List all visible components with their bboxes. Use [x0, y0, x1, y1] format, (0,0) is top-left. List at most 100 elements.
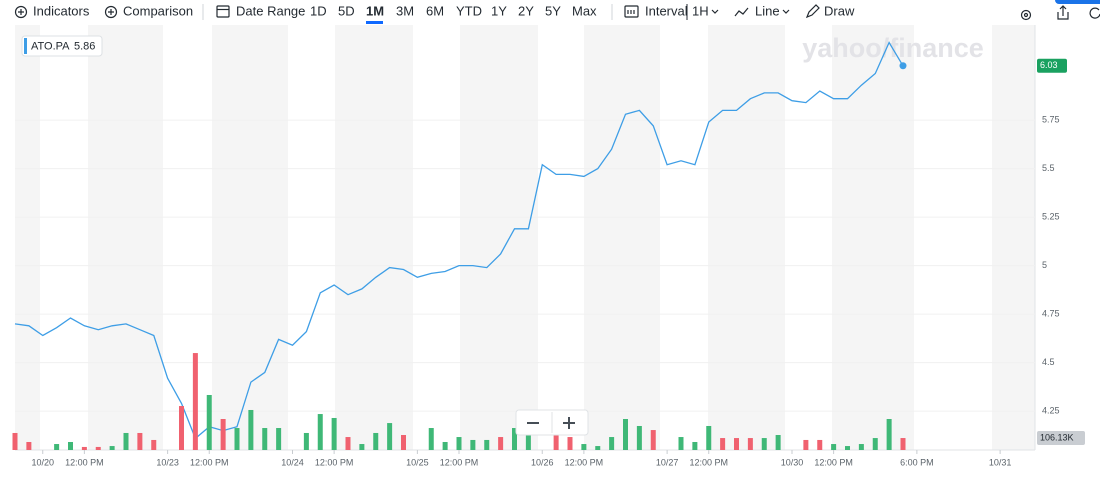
volume-bar	[900, 438, 906, 450]
range-button[interactable]: 3M	[396, 3, 414, 18]
indicators-button[interactable]: Indicators	[33, 3, 90, 18]
refresh-icon[interactable]	[1089, 7, 1100, 19]
range-button[interactable]: 2Y	[518, 3, 534, 18]
volume-bar	[95, 446, 101, 450]
volume-bar	[484, 439, 490, 450]
volume-bar	[68, 441, 73, 450]
range-button[interactable]: 6M	[426, 3, 444, 18]
volume-bar	[151, 439, 157, 450]
volume-bar	[248, 409, 254, 450]
settings-icon-core	[1023, 12, 1029, 18]
settings-icon[interactable]	[1020, 9, 1032, 21]
volume-bar	[803, 439, 809, 450]
range-button[interactable]: 1Y	[491, 3, 507, 18]
draw-icon[interactable]	[805, 4, 820, 19]
volume-bar	[650, 430, 656, 450]
volume-bar	[317, 414, 323, 450]
range-button[interactable]: 1D	[310, 3, 327, 18]
line-button[interactable]: Line	[755, 3, 780, 18]
y-tick-label: 5.75	[1042, 114, 1060, 124]
value-label: 6.03	[1040, 60, 1058, 70]
volume-bar	[845, 446, 850, 450]
line-icon[interactable]	[734, 7, 749, 17]
volume-bar	[442, 441, 448, 450]
x-tick-label: 10/30	[781, 457, 804, 467]
volume-bar	[817, 439, 823, 450]
calendar-icon[interactable]	[216, 5, 230, 18]
volume-bar	[734, 438, 739, 450]
volume-bar	[387, 423, 393, 450]
value-label: 106.13K	[1040, 432, 1074, 442]
volume-bar	[12, 432, 18, 450]
volume-bar	[359, 444, 365, 450]
volume-bar	[553, 435, 559, 450]
volume-bar	[262, 428, 268, 450]
top-button[interactable]	[1055, 0, 1100, 4]
volume-bar	[401, 435, 406, 450]
x-tick-label: 10/31	[989, 457, 1012, 467]
range-button[interactable]: 5D	[338, 3, 355, 18]
interval-icon[interactable]	[624, 5, 639, 18]
volume-bar	[761, 438, 767, 450]
active-range-underline	[366, 21, 383, 24]
range-button[interactable]: YTD	[456, 3, 482, 18]
legend: ATO.PA 5.86	[21, 35, 103, 57]
volume-bar	[498, 437, 504, 450]
legend-swatch	[24, 38, 27, 54]
x-tick-label: 10/27	[656, 457, 679, 467]
volume-bar	[137, 432, 143, 450]
x-tick-label: 6:00 PM	[900, 457, 934, 467]
volume-bar	[192, 353, 198, 450]
volume-bar	[26, 441, 32, 450]
volume-bar	[276, 428, 282, 450]
off-hours-band	[335, 25, 413, 450]
zoom-control	[515, 409, 589, 436]
y-tick-label: 5.5	[1042, 163, 1055, 173]
range-button[interactable]: 1M	[366, 3, 384, 18]
volume-bar	[886, 419, 892, 450]
volume-bar	[609, 437, 615, 450]
last-point	[899, 62, 907, 70]
volume-bar	[109, 446, 115, 450]
volume-bar	[331, 417, 337, 450]
volume-bar	[81, 446, 87, 450]
volume-bar	[234, 428, 240, 450]
range-button[interactable]: 5Y	[545, 3, 561, 18]
range-button[interactable]: Max	[572, 3, 597, 18]
x-tick-label: 10/25	[406, 457, 429, 467]
date-range-button[interactable]: Date Range	[236, 3, 305, 18]
x-tick-label: 12:00 PM	[689, 457, 728, 467]
legend-box	[21, 35, 103, 57]
interval-value[interactable]: 1H	[692, 3, 709, 18]
off-hours-band	[88, 25, 163, 450]
zoom-in-button[interactable]	[563, 417, 575, 429]
comparison-button[interactable]: Comparison	[123, 3, 193, 18]
draw-button[interactable]: Draw	[824, 3, 855, 18]
interval-button[interactable]: Interval	[645, 3, 688, 18]
legend-value: 5.86	[74, 40, 95, 52]
x-tick-label: 12:00 PM	[440, 457, 479, 467]
volume-bar	[678, 437, 684, 450]
indicators-icon[interactable]	[14, 5, 28, 19]
volume-bar	[303, 432, 309, 450]
plot-background	[15, 25, 1036, 451]
volume-bar	[373, 432, 379, 450]
x-tick-label: 12:00 PM	[814, 457, 853, 467]
share-icon[interactable]	[1057, 5, 1069, 20]
x-tick-label: 10/23	[156, 457, 179, 467]
off-hours-band	[992, 25, 1035, 450]
comparison-icon[interactable]	[104, 5, 118, 19]
volume-bar	[623, 419, 628, 450]
volume-bar	[581, 444, 587, 450]
y-tick-label: 4.25	[1042, 406, 1060, 416]
volume-bar	[512, 428, 517, 450]
indicators-icon-plus	[18, 9, 24, 15]
volume-bar	[858, 444, 864, 450]
x-tick-label: 12:00 PM	[315, 457, 354, 467]
y-tick-label: 4.5	[1042, 357, 1055, 367]
y-tick-label: 4.75	[1042, 309, 1060, 319]
volume-bar	[595, 446, 601, 450]
off-hours-band	[584, 25, 660, 450]
x-tick-label: 12:00 PM	[565, 457, 604, 467]
